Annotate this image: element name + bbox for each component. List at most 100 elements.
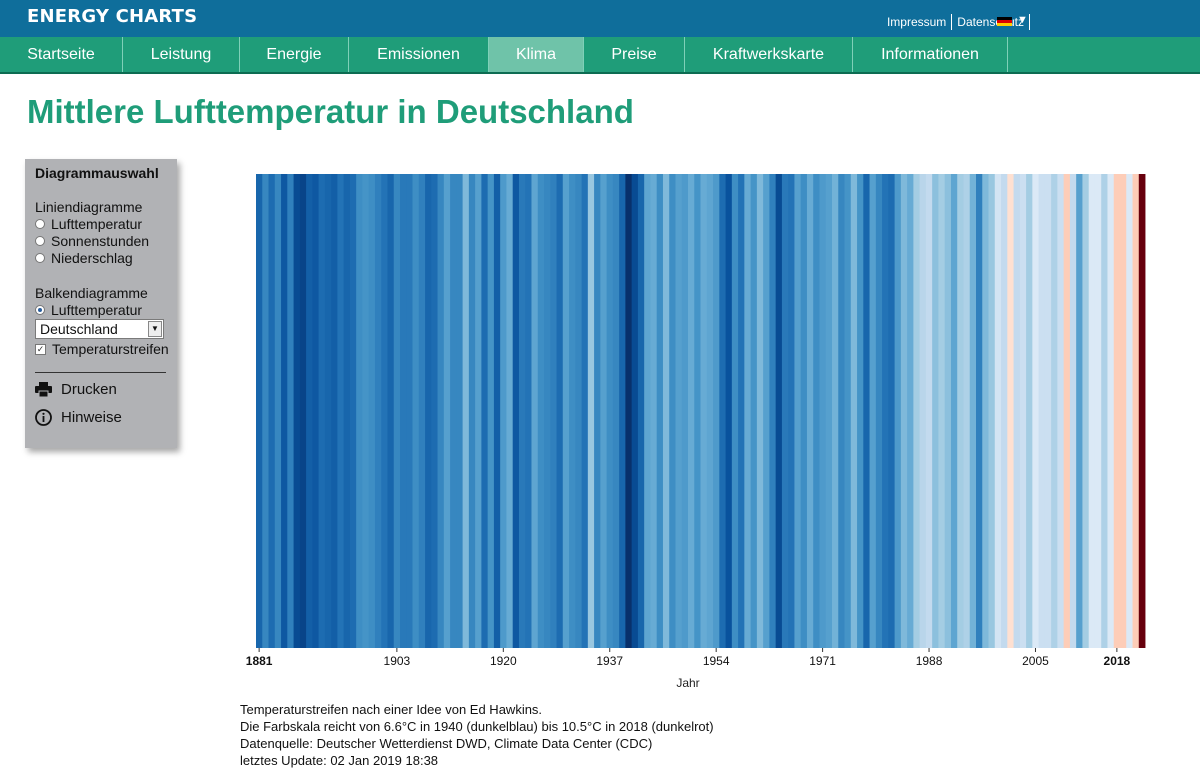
stripe-1995: [969, 174, 977, 648]
tick-label-1971: 1971: [809, 654, 836, 668]
credit-line-scale: Die Farbskala reicht von 6.6°C in 1940 (…: [240, 719, 714, 734]
stripes-checkbox-row[interactable]: ✓ Temperaturstreifen: [35, 341, 169, 357]
stripe-1888: [299, 174, 307, 648]
stripe-2000: [1001, 174, 1008, 648]
flag-stripe-red: [997, 20, 1012, 23]
stripe-1978: [863, 174, 870, 648]
line-charts-heading: Liniendiagramme: [35, 199, 143, 215]
tick-label-2018: 2018: [1104, 654, 1131, 668]
stripe-1910: [437, 174, 445, 648]
nav-startseite[interactable]: Startseite: [0, 37, 123, 72]
stripe-1990: [938, 174, 946, 648]
stripe-1885: [281, 174, 288, 648]
main-nav: Startseite Leistung Energie Emissionen K…: [0, 37, 1200, 74]
radio-icon[interactable]: [35, 219, 45, 229]
radio-line-precipitation[interactable]: Niederschlag: [35, 250, 133, 266]
panel-title: Diagrammauswahl: [35, 165, 159, 181]
stripe-1930: [562, 174, 570, 648]
stripe-1887: [293, 174, 301, 648]
stripe-2018: [1113, 174, 1121, 648]
stripe-1980: [875, 174, 883, 648]
stripe-1994: [963, 174, 971, 648]
tick-label-1881: 1881: [246, 654, 273, 668]
stripe-1971: [819, 174, 827, 648]
region-select[interactable]: Deutschland ▼: [35, 319, 164, 339]
flag-stripe-black: [997, 17, 1012, 20]
panel-divider: [35, 372, 166, 373]
stripe-1992: [950, 174, 958, 648]
stripe-1945: [656, 174, 664, 648]
impressum-link[interactable]: Impressum: [886, 15, 947, 29]
stripe-1942: [637, 174, 645, 648]
language-dropdown-icon[interactable]: ▼: [1017, 14, 1028, 26]
stripe-1950: [688, 174, 695, 648]
stripe-1907: [418, 174, 426, 648]
stripe-1927: [544, 174, 551, 648]
chart-selection-panel: Diagrammauswahl Liniendiagramme Lufttemp…: [25, 159, 177, 448]
stripe-1966: [788, 174, 795, 648]
stripe-1953: [706, 174, 714, 648]
stripe-1996: [976, 174, 983, 648]
stripe-1983: [894, 174, 902, 648]
stripe-1903: [393, 174, 401, 648]
printer-icon: [35, 382, 52, 397]
stripe-2012: [1076, 174, 1083, 648]
chevron-down-icon[interactable]: ▼: [148, 321, 162, 337]
stripe-1895: [343, 174, 351, 648]
chart-credits: Temperaturstreifen nach einer Idee von E…: [240, 701, 714, 769]
stripe-1884: [274, 174, 282, 648]
stripe-1974: [838, 174, 845, 648]
stripe-1964: [775, 174, 783, 648]
stripe-1934: [587, 174, 595, 648]
page-title: Mittlere Lufttemperatur in Deutschland: [27, 93, 634, 130]
print-label: Drucken: [61, 381, 117, 398]
stripe-1954: [713, 174, 720, 648]
radio-line-temperature[interactable]: Lufttemperatur: [35, 216, 142, 232]
radio-icon[interactable]: [35, 236, 45, 246]
radio-label: Sonnenstunden: [51, 233, 150, 249]
stripe-1904: [400, 174, 407, 648]
stripe-1986: [913, 174, 921, 648]
stripe-2009: [1057, 174, 1065, 648]
stripe-1909: [431, 174, 438, 648]
radio-line-sunshine[interactable]: Sonnenstunden: [35, 233, 149, 249]
stripe-1896: [349, 174, 357, 648]
stripe-1929: [556, 174, 564, 648]
radio-icon[interactable]: [35, 253, 45, 263]
print-button[interactable]: Drucken: [35, 381, 117, 398]
credit-line-update: letztes Update: 02 Jan 2019 18:38: [240, 753, 439, 768]
stripe-1881: [256, 174, 263, 648]
nav-informationen[interactable]: Informationen: [853, 37, 1008, 72]
stripe-2016: [1101, 174, 1108, 648]
stripe-1993: [957, 174, 964, 648]
radio-selected-icon[interactable]: [35, 305, 45, 315]
nav-leistung[interactable]: Leistung: [123, 37, 240, 72]
stripe-1982: [888, 174, 896, 648]
brand-logo[interactable]: ENERGY CHARTS: [27, 6, 198, 27]
nav-preise[interactable]: Preise: [584, 37, 685, 72]
stripes-label: Temperaturstreifen: [52, 341, 169, 357]
german-flag-icon[interactable]: [997, 17, 1012, 26]
stripe-1963: [769, 174, 777, 648]
stripe-1924: [525, 174, 532, 648]
info-button[interactable]: Hinweise: [35, 409, 122, 426]
top-bar: ENERGY CHARTS Impressum Datenschutz ▼: [0, 0, 1200, 37]
stripe-1957: [731, 174, 739, 648]
stripe-1920: [500, 174, 507, 648]
stripe-1936: [600, 174, 608, 648]
stripe-1975: [844, 174, 852, 648]
nav-emissionen[interactable]: Emissionen: [349, 37, 489, 72]
stripe-2017: [1107, 174, 1115, 648]
stripe-1955: [719, 174, 726, 648]
stripe-1891: [318, 174, 326, 648]
nav-klima[interactable]: Klima: [489, 37, 584, 72]
link-separator: [1029, 14, 1030, 30]
x-axis-ticks: 1881 1903 1920 1937 1954 1971 1988 2005 2018: [246, 648, 1131, 668]
nav-energie[interactable]: Energie: [240, 37, 349, 72]
stripes-checkbox[interactable]: ✓: [35, 343, 46, 355]
nav-kraftwerkskarte[interactable]: Kraftwerkskarte: [685, 37, 853, 72]
radio-bar-temperature[interactable]: Lufttemperatur: [35, 302, 142, 318]
stripe-1922: [512, 174, 520, 648]
stripe-2013: [1082, 174, 1090, 648]
stripe-1946: [662, 174, 670, 648]
